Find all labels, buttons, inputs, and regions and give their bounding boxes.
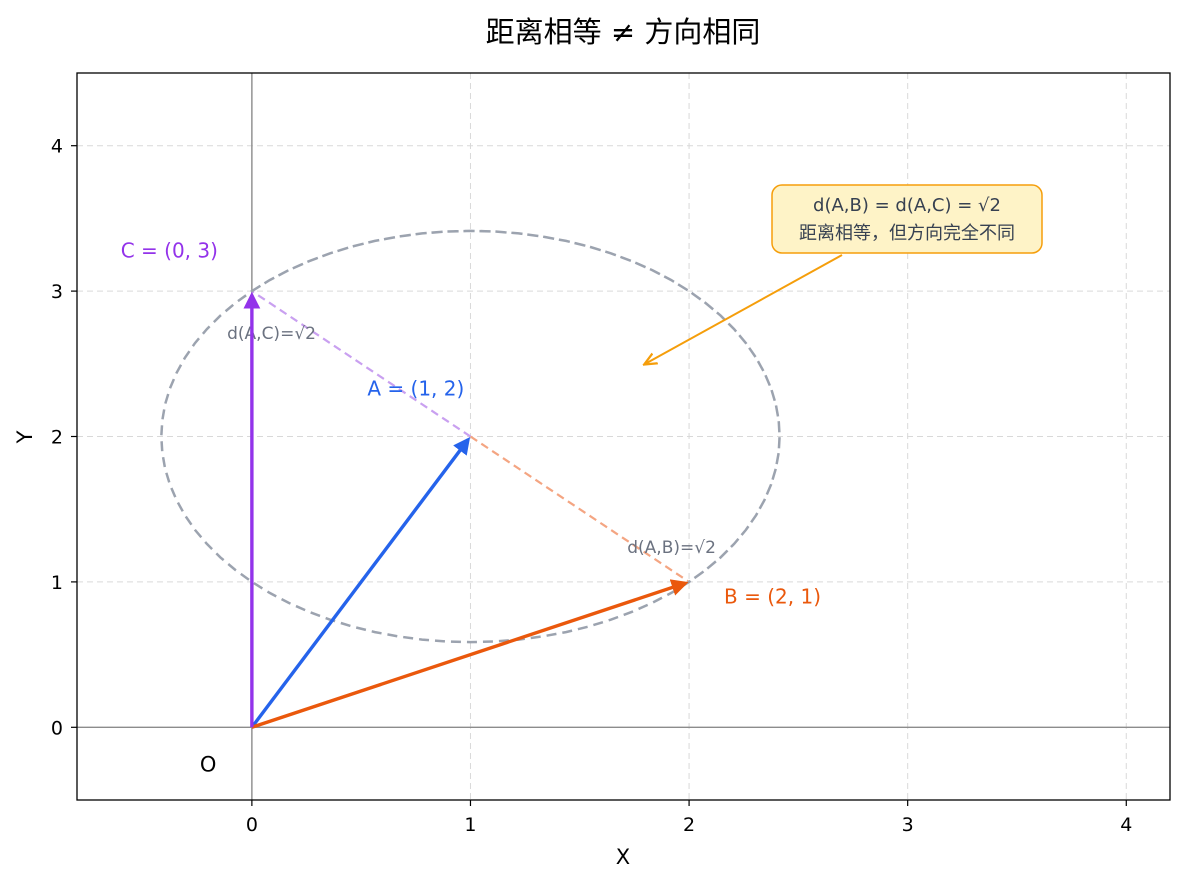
- x-tick-label-3: 3: [902, 814, 914, 836]
- callout-arrow: [645, 254, 843, 364]
- axis-ticks: 0 1 2 3 4 0 1 2 3 4: [51, 136, 1132, 836]
- distance-label-AC: d(A,C)=√2: [227, 324, 316, 344]
- chart-title: 距离相等 ≠ 方向相同: [486, 15, 761, 49]
- distance-label-AB: d(A,B)=√2: [627, 538, 716, 558]
- vectors: [243, 291, 689, 729]
- y-tick-label-2: 2: [51, 427, 63, 449]
- x-tick-label-0: 0: [246, 814, 258, 836]
- grid: [77, 73, 1170, 800]
- point-label-C: C = (0, 3): [121, 238, 218, 262]
- callout-box: [771, 184, 1043, 254]
- distance-segments: d(A,B)=√2 d(A,C)=√2: [227, 290, 716, 583]
- callout-line-2: 距离相等，但方向完全不同: [799, 223, 1015, 244]
- vector-B: [251, 579, 689, 729]
- origin-label: O: [200, 753, 217, 777]
- x-axis-title: X: [616, 845, 630, 869]
- point-labels: A = (1, 2) B = (2, 1) C = (0, 3) O: [121, 238, 821, 776]
- distance-segment-AB: [469, 435, 690, 583]
- y-axis-title: Y: [13, 430, 37, 444]
- y-tick-label-4: 4: [51, 136, 63, 158]
- y-tick-label-1: 1: [51, 572, 63, 594]
- x-tick-label-4: 4: [1120, 814, 1132, 836]
- y-tick-label-0: 0: [51, 717, 63, 739]
- point-label-B: B = (2, 1): [724, 584, 821, 608]
- vector-A: [250, 436, 471, 729]
- y-tick-label-3: 3: [51, 281, 63, 303]
- callout-annotation: d(A,B) = d(A,C) = √2 距离相等，但方向完全不同: [645, 184, 1043, 364]
- x-tick-label-1: 1: [464, 814, 476, 836]
- x-tick-label-2: 2: [683, 814, 695, 836]
- callout-line-1: d(A,B) = d(A,C) = √2: [813, 195, 1001, 216]
- point-label-A: A = (1, 2): [367, 377, 464, 401]
- distance-segment-AC: [251, 290, 472, 438]
